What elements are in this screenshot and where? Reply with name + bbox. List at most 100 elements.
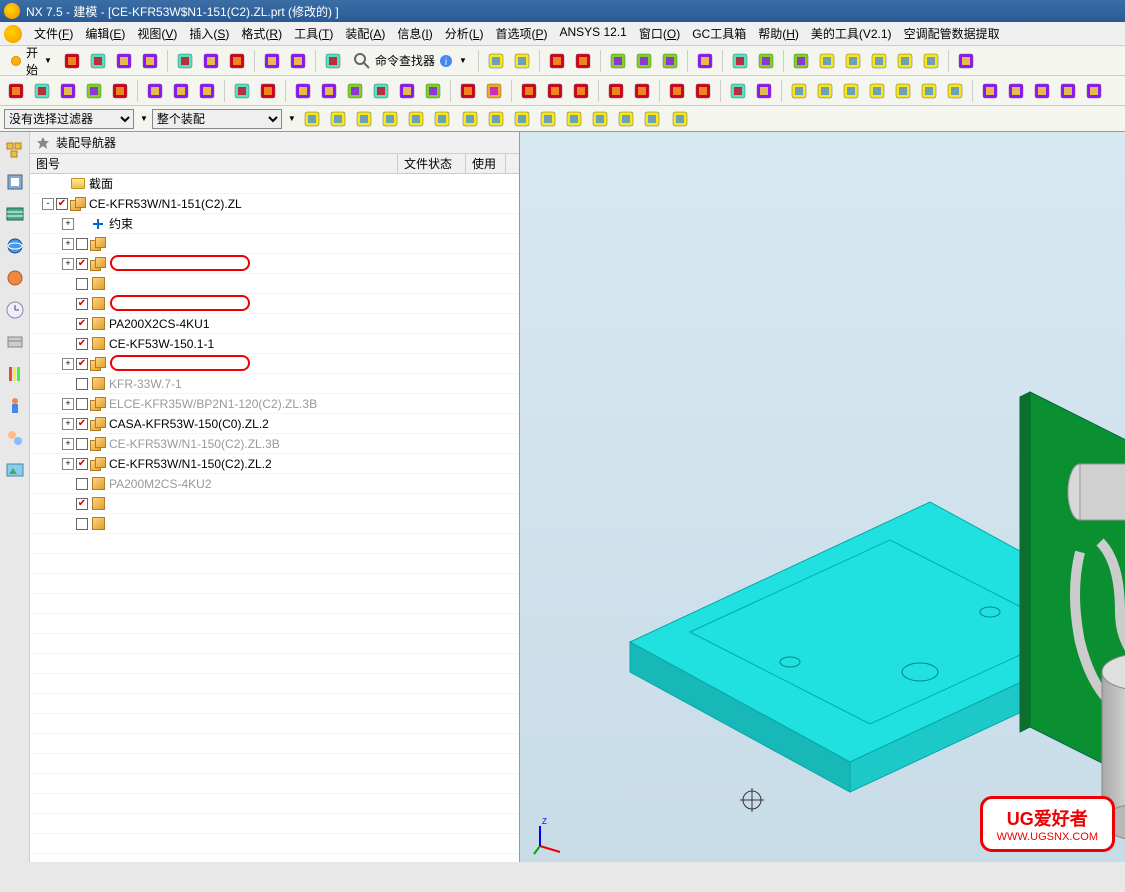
filter-s4-button[interactable] bbox=[536, 107, 560, 131]
spectrum-tab[interactable] bbox=[3, 362, 27, 386]
mir-button[interactable] bbox=[726, 79, 750, 103]
tree-checkbox[interactable] bbox=[76, 438, 88, 450]
cube2-button[interactable] bbox=[571, 49, 595, 73]
tree-row[interactable]: +CE-KFR53W/N1-150(C2).ZL.3B bbox=[30, 434, 519, 454]
bool3-button[interactable] bbox=[569, 79, 593, 103]
filter-s7-button[interactable] bbox=[614, 107, 638, 131]
copy-button[interactable] bbox=[199, 49, 223, 73]
menu-编辑[interactable]: 编辑(E) bbox=[79, 23, 131, 44]
m7-button[interactable] bbox=[943, 79, 967, 103]
tree-toggle[interactable]: - bbox=[42, 198, 54, 210]
asm1-button[interactable] bbox=[978, 79, 1002, 103]
filter-f6-button[interactable] bbox=[430, 107, 454, 131]
menu-空调配管数据提取[interactable]: 空调配管数据提取 bbox=[898, 23, 1006, 44]
menu-美的工具(V2.1)[interactable]: 美的工具(V2.1) bbox=[805, 23, 898, 44]
menu-信息[interactable]: 信息(I) bbox=[391, 23, 438, 44]
system-tab[interactable] bbox=[3, 330, 27, 354]
paste-button[interactable] bbox=[225, 49, 249, 73]
filter-s2-button[interactable] bbox=[484, 107, 508, 131]
tree-row[interactable]: +✔ bbox=[30, 354, 519, 374]
new-button[interactable] bbox=[86, 49, 110, 73]
l2-button[interactable] bbox=[815, 49, 839, 73]
col-part-number[interactable]: 图号 bbox=[30, 154, 398, 173]
tree-checkbox[interactable] bbox=[76, 238, 88, 250]
internet-tab[interactable] bbox=[3, 234, 27, 258]
round-button[interactable] bbox=[456, 79, 480, 103]
boss-button[interactable] bbox=[317, 79, 341, 103]
l4-button[interactable] bbox=[867, 49, 891, 73]
shade1-button[interactable] bbox=[606, 49, 630, 73]
hole-button[interactable] bbox=[291, 79, 315, 103]
bool1-button[interactable] bbox=[517, 79, 541, 103]
shade3-button[interactable] bbox=[658, 49, 682, 73]
assembly-scope-select[interactable]: 整个装配 bbox=[152, 109, 282, 129]
tree-checkbox[interactable] bbox=[76, 378, 88, 390]
chamfer-button[interactable] bbox=[482, 79, 506, 103]
cmd-button[interactable] bbox=[321, 49, 345, 73]
sphere-button[interactable] bbox=[82, 79, 106, 103]
tree-row[interactable]: ✔CE-KF53W-150.1-1 bbox=[30, 334, 519, 354]
col-used[interactable]: 使用 bbox=[466, 154, 506, 173]
trim1-button[interactable] bbox=[604, 79, 628, 103]
asm3-button[interactable] bbox=[1030, 79, 1054, 103]
asm5-button[interactable] bbox=[1082, 79, 1106, 103]
filter-f1-button[interactable] bbox=[300, 107, 324, 131]
assembly-tree[interactable]: 截面-✔CE-KFR53W/N1-151(C2).ZL+约束++✔ ✔ ✔PA2… bbox=[30, 174, 519, 862]
l5-button[interactable] bbox=[893, 49, 917, 73]
t1-button[interactable] bbox=[484, 49, 508, 73]
start-button[interactable]: 开始 ▼ bbox=[4, 49, 58, 73]
tree-checkbox[interactable] bbox=[76, 398, 88, 410]
tree-checkbox[interactable] bbox=[76, 278, 88, 290]
filter-f3-button[interactable] bbox=[352, 107, 376, 131]
open-button[interactable] bbox=[112, 49, 136, 73]
tree-row[interactable]: +✔CASA-KFR53W-150(C0).ZL.2 bbox=[30, 414, 519, 434]
fit-button[interactable] bbox=[728, 49, 752, 73]
block-button[interactable] bbox=[4, 79, 28, 103]
t2-button[interactable] bbox=[510, 49, 534, 73]
l3-button[interactable] bbox=[841, 49, 865, 73]
menu-ANSYS 12.1[interactable]: ANSYS 12.1 bbox=[553, 23, 632, 44]
tree-row[interactable] bbox=[30, 514, 519, 534]
menu-帮助[interactable]: 帮助(H) bbox=[752, 23, 805, 44]
tree-toggle[interactable]: + bbox=[62, 358, 74, 370]
m1-button[interactable] bbox=[787, 79, 811, 103]
tree-checkbox[interactable]: ✔ bbox=[76, 498, 88, 510]
tree-toggle[interactable]: + bbox=[62, 218, 74, 230]
command-finder[interactable]: 命令查找器i▼ bbox=[347, 49, 473, 73]
pocket-button[interactable] bbox=[343, 79, 367, 103]
layers-button[interactable] bbox=[789, 49, 813, 73]
start-button[interactable] bbox=[60, 49, 84, 73]
groove-button[interactable] bbox=[421, 79, 445, 103]
m2-button[interactable] bbox=[813, 79, 837, 103]
tree-row[interactable]: ✔ bbox=[30, 294, 519, 314]
save-button[interactable] bbox=[138, 49, 162, 73]
trim2-button[interactable] bbox=[630, 79, 654, 103]
tree-checkbox[interactable]: ✔ bbox=[76, 458, 88, 470]
tree-row[interactable]: PA200M2CS-4KU2 bbox=[30, 474, 519, 494]
filter-f4-button[interactable] bbox=[378, 107, 402, 131]
ext3-button[interactable] bbox=[195, 79, 219, 103]
menu-视图[interactable]: 视图(V) bbox=[131, 23, 183, 44]
tree-row[interactable]: +✔CE-KFR53W/N1-150(C2).ZL.2 bbox=[30, 454, 519, 474]
tree-row[interactable]: + bbox=[30, 234, 519, 254]
sweep-button[interactable] bbox=[256, 79, 280, 103]
tree-checkbox[interactable]: ✔ bbox=[76, 358, 88, 370]
tree-toggle[interactable]: + bbox=[62, 418, 74, 430]
selection-filter-select[interactable]: 没有选择过滤器 bbox=[4, 109, 134, 129]
image-tab[interactable] bbox=[3, 458, 27, 482]
menu-插入[interactable]: 插入(S) bbox=[183, 23, 235, 44]
tree-row[interactable]: -✔CE-KFR53W/N1-151(C2).ZL bbox=[30, 194, 519, 214]
filter-f2-button[interactable] bbox=[326, 107, 350, 131]
menu-工具[interactable]: 工具(T) bbox=[288, 23, 339, 44]
tree-toggle[interactable]: + bbox=[62, 398, 74, 410]
asm2-button[interactable] bbox=[1004, 79, 1028, 103]
ext2-button[interactable] bbox=[169, 79, 193, 103]
manikin-tab[interactable] bbox=[3, 394, 27, 418]
draft-button[interactable] bbox=[691, 79, 715, 103]
menu-装配[interactable]: 装配(A) bbox=[339, 23, 391, 44]
roles-tab[interactable] bbox=[3, 426, 27, 450]
filter-g1-button[interactable] bbox=[668, 107, 692, 131]
menu-格式[interactable]: 格式(R) bbox=[235, 23, 288, 44]
menu-GC工具箱[interactable]: GC工具箱 bbox=[686, 23, 752, 44]
col-file-state[interactable]: 文件状态 bbox=[398, 154, 466, 173]
